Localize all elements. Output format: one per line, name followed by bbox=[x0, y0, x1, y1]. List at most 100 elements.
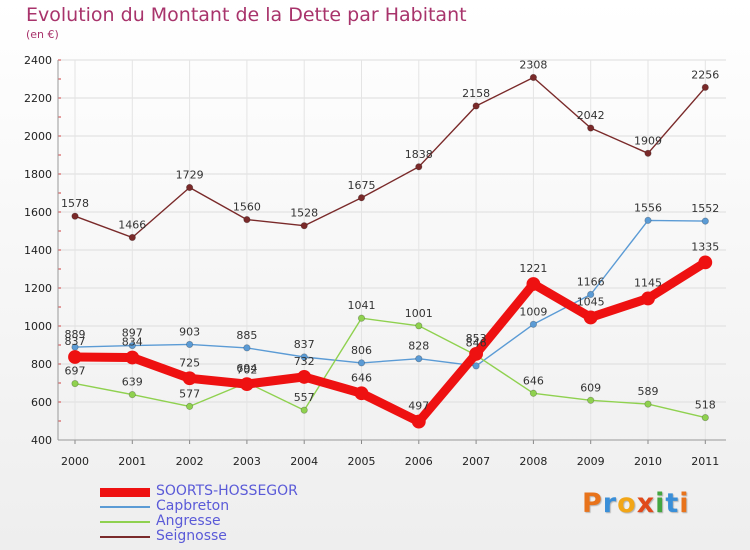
data-label-angresse: 1001 bbox=[405, 307, 433, 320]
data-point-capbreton bbox=[300, 353, 308, 361]
data-point-seignosse bbox=[357, 194, 366, 202]
data-point-seignosse bbox=[529, 73, 538, 82]
data-point-seignosse bbox=[701, 83, 709, 91]
data-label-soorts-hossegor: 725 bbox=[179, 356, 200, 369]
logo-letter: i bbox=[679, 488, 690, 519]
logo-letter: r bbox=[602, 488, 618, 519]
data-label-capbreton: 889 bbox=[65, 328, 86, 341]
data-point-angresse bbox=[587, 396, 595, 404]
data-point-angresse bbox=[529, 389, 538, 397]
data-label-angresse: 646 bbox=[523, 374, 544, 387]
data-label-angresse: 846 bbox=[466, 336, 487, 349]
data-label-seignosse: 2042 bbox=[577, 109, 605, 122]
data-point-soorts-hossegor bbox=[125, 350, 140, 365]
y-tick-label: 1000 bbox=[24, 320, 52, 333]
y-tick-label: 2000 bbox=[24, 130, 52, 143]
data-point-capbreton bbox=[128, 341, 136, 350]
y-tick-label: 1400 bbox=[24, 244, 52, 257]
y-tick-label: 400 bbox=[31, 434, 52, 447]
brand-logo: Proxiti bbox=[582, 488, 690, 519]
data-label-angresse: 1041 bbox=[348, 299, 376, 312]
data-point-angresse bbox=[644, 400, 652, 408]
data-label-layer: 837 834 725 694 732 646 497 853 1221 1045 1145 1335… bbox=[61, 58, 719, 412]
data-point-soorts-hossegor bbox=[354, 386, 369, 401]
data-label-capbreton: 903 bbox=[179, 325, 200, 338]
data-label-soorts-hossegor: 853 bbox=[466, 332, 487, 345]
data-label-soorts-hossegor: 837 bbox=[65, 335, 86, 348]
legend-label: Capbreton bbox=[156, 498, 230, 514]
data-point-seignosse bbox=[644, 149, 652, 157]
x-tick-label: 2011 bbox=[691, 455, 719, 468]
data-point-capbreton bbox=[701, 217, 709, 225]
series-seignosse bbox=[71, 73, 709, 242]
data-label-capbreton: 837 bbox=[294, 338, 315, 351]
data-point-angresse bbox=[300, 406, 308, 414]
data-label-angresse: 697 bbox=[65, 365, 86, 378]
logo-letter: t bbox=[665, 488, 680, 519]
data-point-seignosse bbox=[243, 216, 251, 224]
data-point-angresse bbox=[357, 314, 366, 322]
y-tick-label: 2200 bbox=[24, 92, 52, 105]
data-label-seignosse: 1729 bbox=[176, 168, 204, 181]
x-tick-label: 2005 bbox=[348, 455, 376, 468]
data-point-seignosse bbox=[71, 212, 79, 220]
data-label-capbreton: 1556 bbox=[634, 201, 662, 214]
data-point-capbreton bbox=[472, 362, 480, 370]
data-point-seignosse bbox=[587, 124, 595, 132]
logo-letter: x bbox=[636, 488, 656, 519]
x-tick-label: 2002 bbox=[176, 455, 204, 468]
data-point-soorts-hossegor bbox=[68, 350, 82, 364]
data-label-seignosse: 1838 bbox=[405, 148, 433, 161]
x-tick-label: 2007 bbox=[462, 455, 490, 468]
data-point-soorts-hossegor bbox=[411, 414, 426, 429]
data-point-capbreton bbox=[186, 340, 194, 349]
data-label-angresse: 518 bbox=[695, 399, 716, 412]
data-label-angresse: 639 bbox=[122, 376, 143, 389]
data-point-soorts-hossegor bbox=[641, 291, 655, 306]
legend-label: Angresse bbox=[156, 513, 221, 529]
y-tick-label: 1600 bbox=[24, 206, 52, 219]
data-label-capbreton: 897 bbox=[122, 327, 143, 340]
data-label-capbreton: 885 bbox=[236, 329, 257, 342]
data-point-soorts-hossegor bbox=[583, 310, 598, 325]
data-point-angresse bbox=[701, 413, 709, 422]
data-point-angresse bbox=[415, 322, 423, 330]
data-point-capbreton bbox=[644, 216, 652, 224]
x-tick-label: 2003 bbox=[233, 455, 261, 468]
y-tick-label: 1800 bbox=[24, 168, 52, 181]
data-point-seignosse bbox=[300, 222, 308, 230]
chart-subtitle: (en €) bbox=[26, 28, 59, 41]
logo-letter: P bbox=[582, 488, 603, 519]
data-label-capbreton: 828 bbox=[408, 340, 429, 353]
data-label-seignosse: 2256 bbox=[691, 68, 719, 81]
data-label-angresse: 702 bbox=[236, 364, 257, 377]
series-soorts-hossegor bbox=[68, 255, 713, 429]
data-label-seignosse: 1560 bbox=[233, 201, 261, 214]
data-label-angresse: 609 bbox=[580, 381, 601, 394]
legend-label: SOORTS-HOSSEGOR bbox=[156, 483, 298, 499]
y-tick-label: 800 bbox=[31, 358, 52, 371]
x-tick-label: 2010 bbox=[634, 455, 662, 468]
y-tick-label: 600 bbox=[31, 396, 52, 409]
data-label-seignosse: 1675 bbox=[348, 179, 376, 192]
legend-swatch bbox=[100, 488, 150, 497]
data-point-angresse bbox=[186, 402, 194, 410]
data-label-soorts-hossegor: 1335 bbox=[691, 240, 719, 253]
y-tick-label: 1200 bbox=[24, 282, 52, 295]
data-point-soorts-hossegor bbox=[297, 370, 312, 384]
data-label-seignosse: 1578 bbox=[61, 197, 89, 210]
data-label-seignosse: 1909 bbox=[634, 134, 662, 147]
data-label-soorts-hossegor: 1221 bbox=[519, 262, 547, 275]
data-point-angresse bbox=[71, 379, 79, 388]
data-label-soorts-hossegor: 1045 bbox=[577, 295, 605, 308]
data-point-seignosse bbox=[472, 102, 480, 110]
data-point-angresse bbox=[128, 390, 136, 399]
logo-letter: o bbox=[617, 488, 637, 519]
data-label-angresse: 589 bbox=[638, 385, 659, 398]
data-point-soorts-hossegor bbox=[469, 347, 484, 361]
x-tick-label: 2008 bbox=[519, 455, 547, 468]
data-label-soorts-hossegor: 497 bbox=[408, 400, 429, 413]
data-label-soorts-hossegor: 646 bbox=[351, 371, 372, 384]
x-tick-label: 2000 bbox=[61, 455, 89, 468]
